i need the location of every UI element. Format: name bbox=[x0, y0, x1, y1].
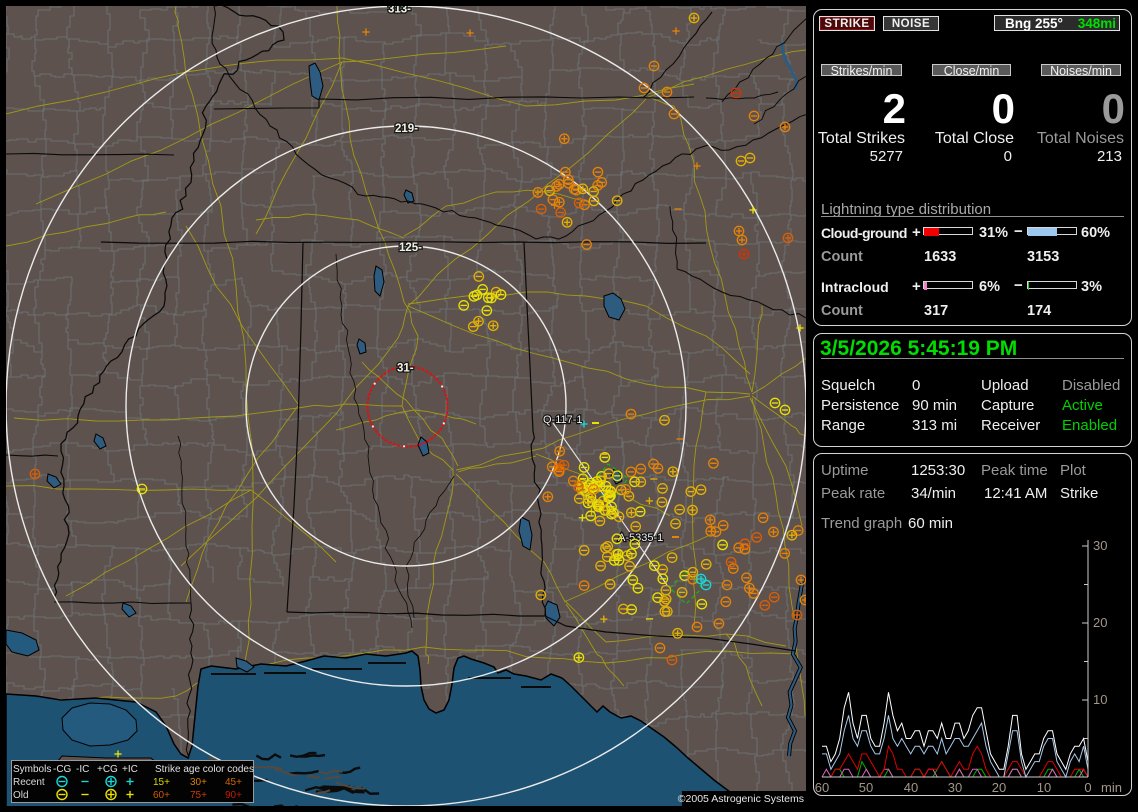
svg-text:Strike age color codes: Strike age color codes bbox=[155, 764, 254, 775]
svg-text:50: 50 bbox=[859, 780, 873, 795]
svg-text:+IC: +IC bbox=[122, 764, 138, 775]
svg-text:+CG: +CG bbox=[97, 764, 118, 775]
svg-text:20: 20 bbox=[1093, 615, 1107, 630]
svg-text:A-5335-1: A-5335-1 bbox=[618, 532, 663, 544]
svg-text:Old: Old bbox=[13, 790, 29, 801]
svg-text:0: 0 bbox=[1084, 780, 1091, 795]
svg-text:10: 10 bbox=[1037, 780, 1051, 795]
svg-text:219-: 219- bbox=[395, 123, 418, 135]
svg-text:40: 40 bbox=[904, 780, 918, 795]
svg-text:Symbols: Symbols bbox=[13, 764, 51, 775]
svg-text:min: min bbox=[1101, 780, 1122, 795]
svg-text:-IC: -IC bbox=[76, 764, 89, 775]
svg-text:15+: 15+ bbox=[153, 777, 170, 788]
svg-text:30: 30 bbox=[948, 780, 962, 795]
svg-text:Q-117-1: Q-117-1 bbox=[543, 414, 583, 426]
svg-text:75+: 75+ bbox=[190, 790, 207, 801]
svg-text:60: 60 bbox=[815, 780, 829, 795]
svg-text:30+: 30+ bbox=[190, 777, 207, 788]
svg-text:20: 20 bbox=[992, 780, 1006, 795]
svg-text:©2005 Astrogenic Systems: ©2005 Astrogenic Systems bbox=[678, 793, 804, 805]
svg-text:125-: 125- bbox=[399, 242, 422, 254]
svg-text:90+: 90+ bbox=[225, 790, 242, 801]
svg-text:60+: 60+ bbox=[153, 790, 170, 801]
svg-text:31-: 31- bbox=[397, 363, 414, 375]
svg-text:313-: 313- bbox=[388, 6, 411, 16]
svg-text:10: 10 bbox=[1093, 692, 1107, 707]
svg-text:30: 30 bbox=[1093, 538, 1107, 553]
svg-text:45+: 45+ bbox=[225, 777, 242, 788]
svg-text:Recent: Recent bbox=[13, 777, 45, 788]
svg-text:-CG: -CG bbox=[53, 764, 72, 775]
